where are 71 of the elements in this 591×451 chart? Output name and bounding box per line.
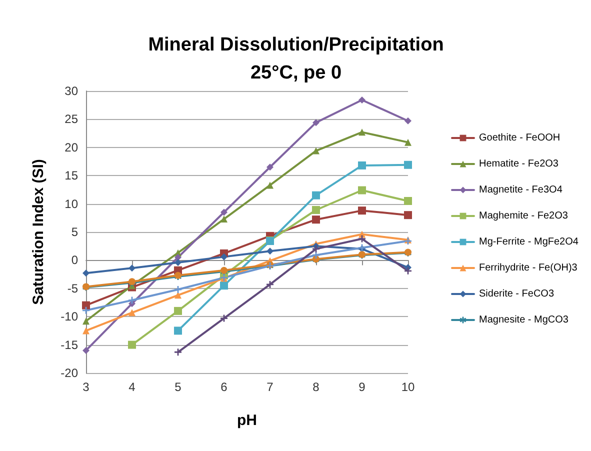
y-tick-label: 15	[64, 168, 78, 183]
y-tick-label: 5	[71, 225, 78, 239]
x-tick-label: 3	[82, 380, 90, 394]
point	[312, 147, 320, 154]
point	[312, 119, 320, 126]
y-tick-label: 25	[64, 112, 78, 126]
point	[404, 160, 412, 169]
chart-title: Mineral Dissolution/Precipitation 25°C, pe 0	[148, 34, 444, 84]
legend-label: Siderite - FeCO3	[479, 288, 554, 300]
point	[220, 208, 228, 216]
legend-label: Hematite - Fe2O3	[479, 158, 559, 170]
point	[404, 117, 412, 124]
point	[404, 267, 412, 274]
legend-label: Magnetite - Fe3O4	[479, 184, 563, 196]
point	[358, 206, 366, 215]
x-tick-label: 8	[312, 380, 320, 394]
point	[220, 253, 228, 260]
point	[128, 264, 136, 272]
y-tick-label: 20	[64, 140, 78, 154]
point	[128, 340, 136, 349]
point	[266, 164, 274, 171]
point	[404, 211, 412, 220]
legend-label: Maghemite - Fe2O3	[479, 210, 568, 222]
point	[82, 318, 90, 325]
point	[266, 182, 274, 189]
x-tick-label: 4	[128, 380, 136, 394]
point	[174, 326, 182, 335]
point	[82, 327, 90, 334]
x-tick-label: 10	[401, 380, 415, 394]
point	[82, 306, 90, 314]
x-axis-title: pH	[237, 412, 257, 429]
point	[312, 245, 320, 252]
point	[358, 235, 366, 242]
point	[358, 186, 366, 194]
point	[312, 191, 320, 200]
y-tick-label: -15	[60, 338, 78, 352]
y-axis-title: Saturation Index (SI)	[30, 159, 47, 305]
x-tick-label: 6	[220, 380, 228, 394]
point	[312, 216, 320, 224]
point	[174, 348, 182, 356]
legend-label: Ferrihydrite - Fe(OH)3	[479, 262, 578, 274]
y-tick-label: 10	[64, 196, 78, 211]
x-tick-label: 5	[174, 380, 182, 394]
point	[404, 138, 412, 146]
y-tick-label: -20	[60, 366, 78, 380]
x-tick-label: 9	[358, 380, 366, 394]
point	[174, 258, 182, 266]
legend-label: Mg-Ferrite - MgFe2O4	[479, 236, 579, 248]
point	[220, 216, 228, 223]
point	[82, 301, 90, 310]
point	[358, 161, 366, 170]
y-tick-label: 30	[64, 84, 78, 98]
y-tick-label: -10	[60, 310, 78, 324]
x-tick-label: 7	[266, 380, 274, 394]
point	[358, 128, 366, 136]
point	[82, 346, 90, 354]
point	[128, 309, 136, 316]
y-tick-label: 0	[71, 253, 78, 268]
point	[174, 306, 182, 315]
legend-label: Goethite - FeOOH	[479, 132, 560, 144]
point	[174, 292, 182, 299]
point	[82, 270, 90, 277]
point	[220, 314, 228, 322]
legend-label: Magnesite - MgCO3	[479, 314, 569, 326]
point	[312, 206, 320, 214]
y-tick-label: -5	[67, 281, 78, 296]
point	[358, 96, 366, 104]
point	[220, 282, 228, 290]
point	[404, 196, 412, 205]
point	[266, 248, 274, 255]
point	[128, 296, 136, 304]
